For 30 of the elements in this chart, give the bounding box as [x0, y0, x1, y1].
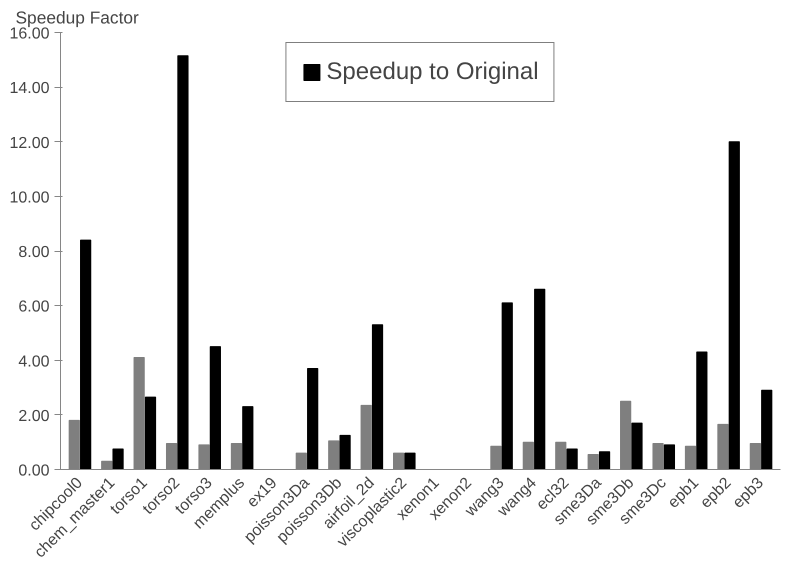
bar: [210, 346, 221, 470]
y-tick-label: 12.00: [9, 134, 50, 152]
y-tick-label: 0.00: [18, 462, 50, 480]
bar: [242, 406, 254, 470]
bar: [696, 352, 708, 470]
y-tick-label: 4.00: [18, 353, 50, 370]
bar: [177, 55, 189, 470]
y-axis-title: Speedup Factor: [16, 8, 140, 28]
y-tick-label: 6.00: [18, 298, 50, 316]
legend-label: Speedup to Original: [326, 58, 539, 86]
y-tick-label: 14.00: [9, 80, 50, 98]
bar: [534, 288, 546, 470]
bar: [631, 422, 643, 470]
bar: [761, 390, 772, 470]
y-tick-label: 16.00: [9, 26, 50, 42]
bar: [112, 448, 124, 470]
bar: [339, 434, 351, 470]
bar: [728, 141, 740, 470]
bar: [372, 324, 384, 470]
bar: [307, 368, 318, 470]
bar: [598, 451, 610, 470]
y-tick-label: 2.00: [18, 408, 50, 425]
y-tick-label: 8.00: [18, 244, 50, 261]
bar: [502, 302, 513, 470]
y-tick-label: 10.00: [9, 189, 50, 206]
bar: [404, 452, 416, 470]
bar: [664, 444, 676, 470]
bar: [80, 240, 92, 470]
bar: [144, 396, 156, 470]
bar: [566, 448, 578, 470]
